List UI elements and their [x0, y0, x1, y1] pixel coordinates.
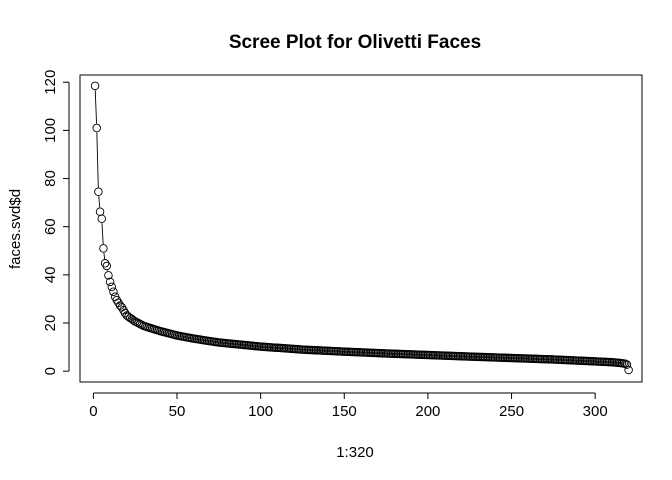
x-axis-label: 1:320	[336, 444, 374, 461]
y-tick-label: 0	[42, 367, 59, 375]
data-point	[107, 282, 117, 292]
data-point	[100, 259, 110, 268]
data-point	[94, 187, 103, 197]
data-point	[90, 81, 100, 91]
x-tick-label: 0	[89, 403, 97, 420]
data-point	[104, 271, 113, 280]
plot-frame	[79, 74, 643, 383]
data-point	[95, 207, 105, 217]
x-tick-label: 100	[248, 403, 273, 420]
data-point	[109, 287, 118, 296]
connector-segment	[94, 90, 98, 124]
data-point	[624, 365, 633, 375]
connector-segment	[96, 132, 99, 188]
x-tick-label: 150	[332, 403, 357, 420]
connector-segment	[103, 252, 106, 259]
connector-segment	[101, 223, 104, 244]
y-axis-label: faces.svd$d	[7, 189, 24, 269]
y-tick-label: 40	[42, 267, 59, 284]
y-axis: 0 20 40 60 80 100 120	[42, 70, 70, 375]
y-tick-label: 20	[42, 315, 59, 332]
data-point	[99, 244, 108, 253]
data-point	[97, 214, 106, 223]
x-tick-label: 250	[499, 403, 524, 420]
y-tick-label: 60	[42, 218, 59, 235]
data-point	[92, 123, 101, 133]
data-point	[622, 360, 632, 369]
x-tick-label: 200	[415, 403, 440, 420]
x-tick-label: 50	[169, 403, 186, 420]
data-point	[102, 261, 112, 271]
data-point	[105, 277, 115, 287]
y-tick-label: 120	[42, 70, 59, 95]
connector-segment	[98, 196, 101, 208]
chart-title: Scree Plot for Olivetti Faces	[229, 32, 481, 53]
y-tick-label: 80	[42, 170, 59, 187]
x-tick-label: 300	[583, 403, 608, 420]
x-axis: 0 50 100 150 200 250 300	[89, 392, 608, 420]
data-series	[90, 81, 633, 375]
y-tick-label: 100	[42, 118, 59, 143]
